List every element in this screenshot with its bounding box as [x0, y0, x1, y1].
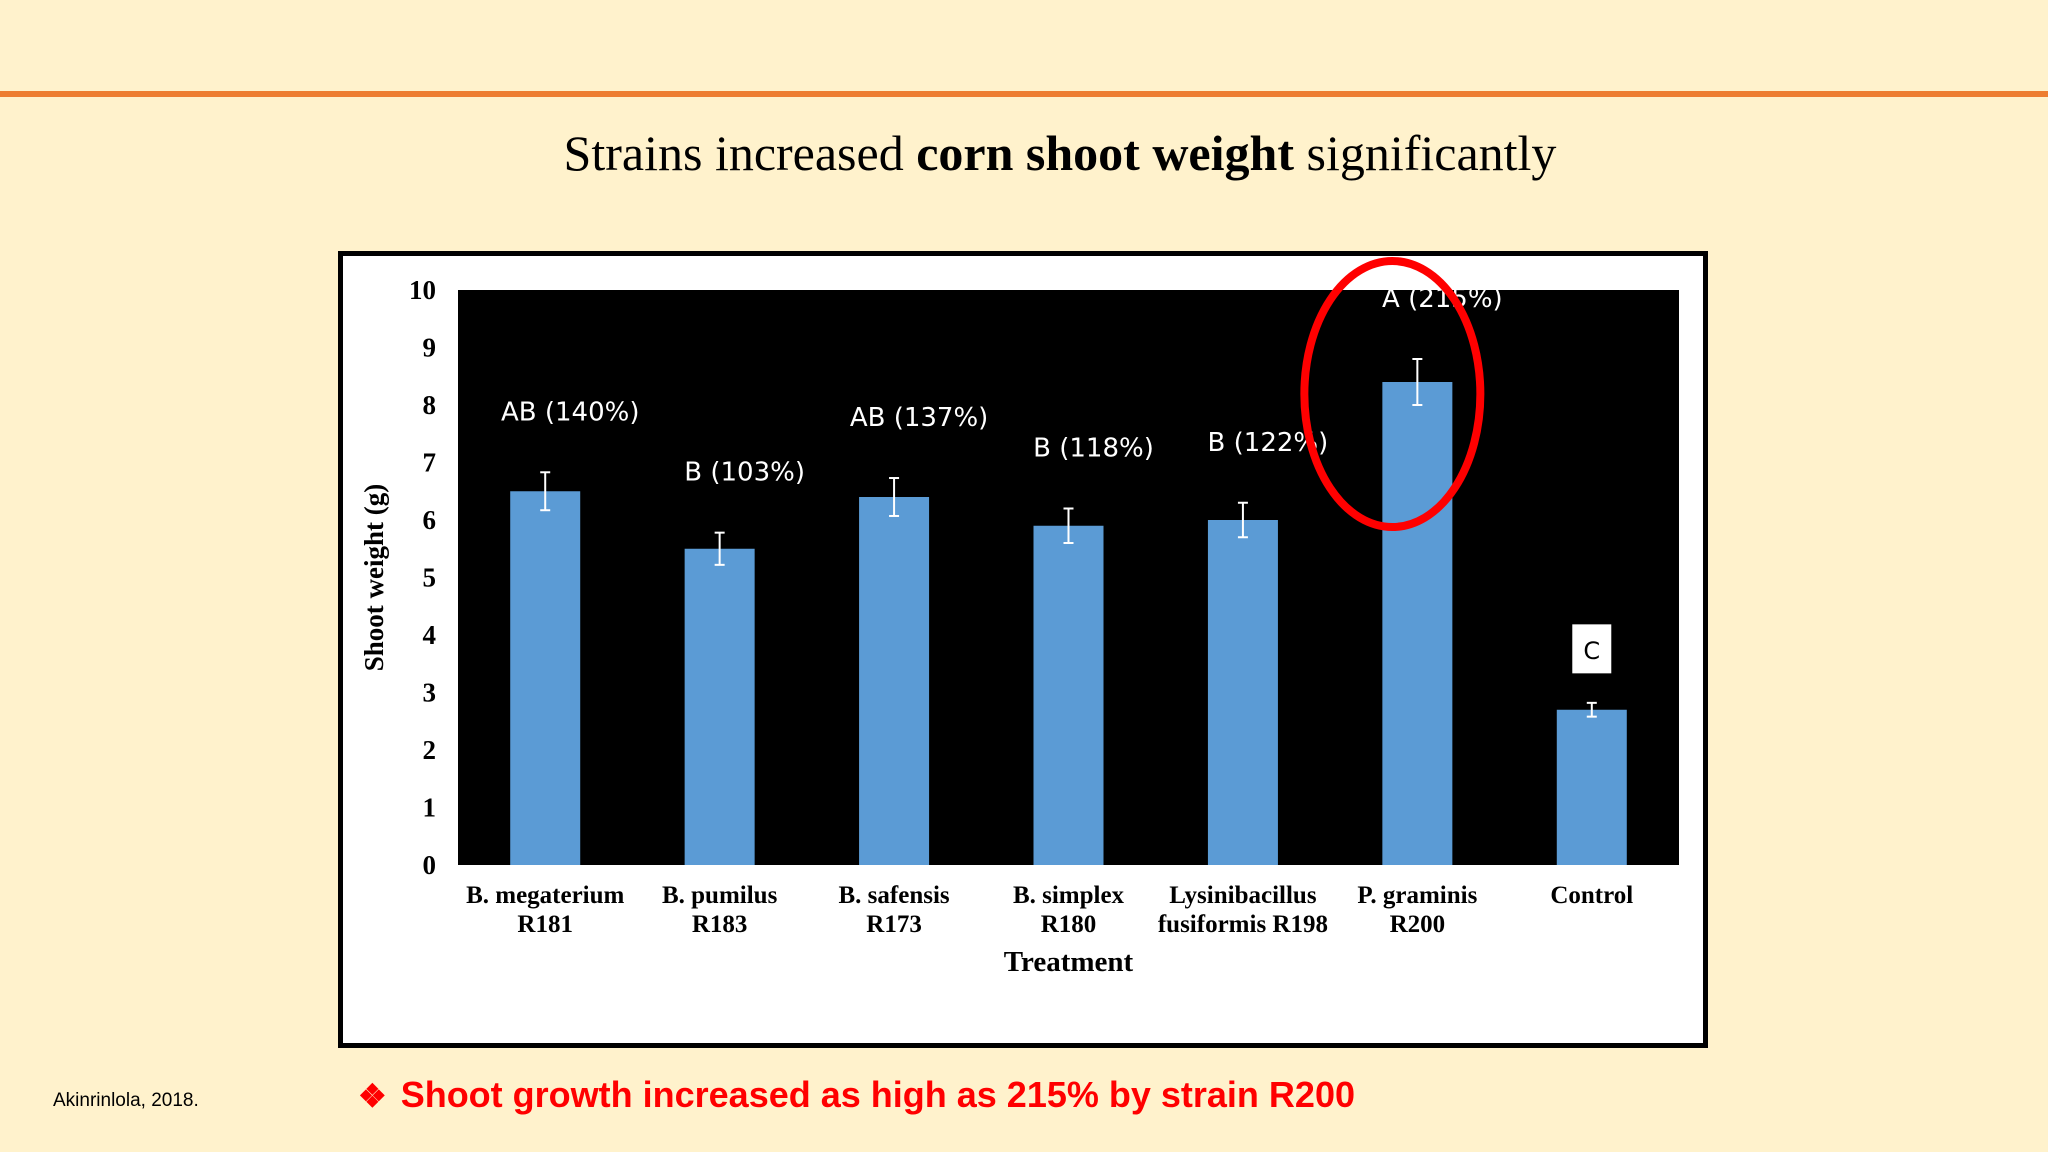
diamond-bullet-icon: ❖: [358, 1078, 387, 1114]
bar: [1207, 520, 1278, 865]
y-tick-label: 7: [423, 448, 437, 478]
x-tick-label: fusiformis R198: [1158, 911, 1328, 938]
y-axis-label: Shoot weight (g): [359, 484, 389, 672]
y-tick-label: 8: [423, 390, 437, 420]
x-tick-label: P. graminis: [1357, 882, 1477, 909]
bar: [1382, 382, 1453, 865]
y-tick-label: 3: [423, 678, 437, 708]
x-tick-label: B. safensis: [839, 882, 950, 909]
x-tick-label: R181: [517, 911, 573, 938]
data-label: AB (140%): [501, 397, 640, 427]
x-tick-label: R180: [1041, 911, 1097, 938]
x-tick-label: R183: [692, 911, 748, 938]
chart-frame: 0 1 2 3 4 5 6 7 8 9 10 Shoot weight (g) AB (140%) B. …: [338, 251, 1708, 1048]
y-tick-label: 1: [423, 793, 437, 823]
bar: [859, 497, 930, 865]
data-label: B (103%): [684, 458, 805, 488]
highlight-circle: [1300, 257, 1485, 531]
bar: [1556, 709, 1627, 865]
data-label: B (118%): [1033, 434, 1154, 464]
citation: Akinrinlola, 2018.: [53, 1090, 199, 1111]
y-tick-label: 4: [423, 620, 437, 650]
title-text-1: Strains increased: [563, 125, 917, 181]
x-tick-label: Control: [1550, 882, 1633, 909]
x-tick-label: B. simplex: [1013, 882, 1125, 909]
data-label: AB (137%): [850, 403, 989, 433]
accent-line: [0, 91, 2048, 97]
y-tick-label: 0: [423, 850, 437, 880]
takeaway-line: ❖ Shoot growth increased as high as 215% …: [358, 1074, 1355, 1116]
x-tick-label: R200: [1390, 911, 1446, 938]
shoot-weight-bar-chart: 0 1 2 3 4 5 6 7 8 9 10 Shoot weight (g) AB (140%) B. …: [359, 257, 1679, 978]
y-tick-label: 10: [409, 275, 436, 305]
title-text-bold: corn shoot weight: [916, 125, 1294, 181]
x-tick-label: B. megaterium: [466, 882, 624, 909]
data-label-box: [1571, 623, 1613, 675]
data-label: C: [1583, 637, 1600, 665]
title-text-2: significantly: [1293, 125, 1557, 181]
x-axis-label: Treatment: [1004, 946, 1134, 978]
y-tick-label: 6: [423, 505, 437, 535]
takeaway-text: Shoot growth increased as high as 215% b…: [400, 1074, 1355, 1115]
x-tick-label: B. pumilus: [662, 882, 778, 909]
bar: [510, 491, 581, 865]
bar: [1033, 525, 1104, 865]
y-tick-label: 5: [423, 563, 437, 593]
x-tick-label: R173: [866, 911, 922, 938]
x-tick-label: Lysinibacillus: [1169, 882, 1317, 909]
y-tick-label: 2: [423, 735, 437, 765]
y-tick-label: 9: [423, 333, 437, 363]
bar: [684, 548, 755, 865]
slide-title: Strains increased corn shoot weight sign…: [0, 124, 2048, 182]
